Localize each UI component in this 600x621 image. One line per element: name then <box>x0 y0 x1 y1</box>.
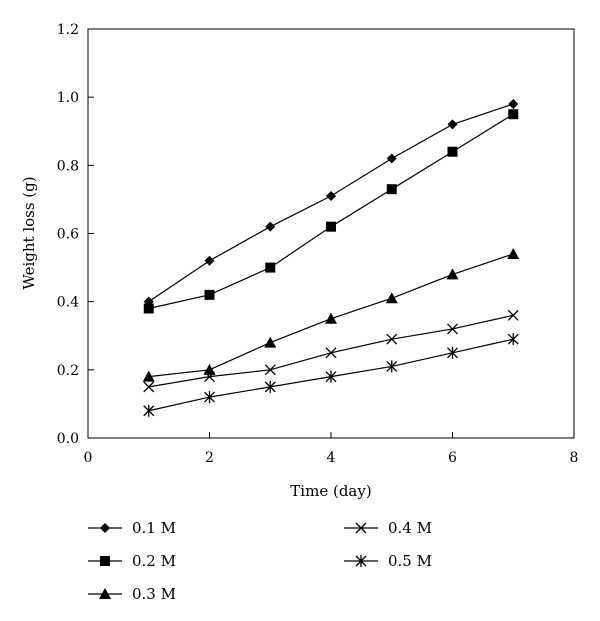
y-tick-label: 0.2 <box>57 363 79 379</box>
data-point <box>447 323 458 335</box>
series-0-1-M <box>143 98 519 307</box>
data-point <box>204 255 215 266</box>
data-point <box>447 146 458 157</box>
data-point <box>446 268 459 280</box>
data-point <box>143 303 154 314</box>
data-point <box>325 312 337 324</box>
data-point <box>507 333 519 346</box>
legend-item: 0.2 M <box>88 552 176 570</box>
legend-label: 0.4 M <box>388 519 432 537</box>
data-point <box>143 404 155 417</box>
data-point <box>326 221 336 232</box>
legend-marker <box>355 555 367 567</box>
x-tick-label: 0 <box>84 450 93 466</box>
series-0-2-M <box>143 109 519 314</box>
data-point <box>143 381 155 393</box>
data-point <box>204 391 215 404</box>
data-point <box>386 153 397 164</box>
y-tick-label: 1.0 <box>57 90 79 106</box>
x-axis-label: Time (day) <box>290 482 371 500</box>
legend-label: 0.2 M <box>132 552 176 570</box>
data-point <box>204 289 215 300</box>
legend-item: 0.5 M <box>344 552 432 570</box>
x-tick-label: 6 <box>448 450 457 466</box>
x-tick-label: 4 <box>327 450 336 466</box>
legend-item: 0.4 M <box>344 519 432 537</box>
data-point <box>326 191 336 202</box>
data-point <box>265 262 276 273</box>
y-tick-label: 0.0 <box>57 431 79 447</box>
legend-item: 0.3 M <box>88 585 176 603</box>
y-tick-label: 0.8 <box>57 158 79 174</box>
x-tick-label: 2 <box>205 450 214 466</box>
series-0-5-M <box>143 333 519 417</box>
series-0-3-M <box>142 247 520 382</box>
legend-label: 0.1 M <box>132 519 176 537</box>
data-point <box>203 363 216 375</box>
series-line <box>148 113 514 310</box>
series-0-4-M <box>143 309 519 393</box>
data-point <box>204 371 215 383</box>
legend-marker <box>100 556 110 566</box>
data-point <box>325 370 337 383</box>
data-point <box>385 292 398 304</box>
legend-label: 0.5 M <box>388 552 432 570</box>
legend-marker <box>100 523 110 533</box>
data-point <box>325 347 337 359</box>
data-point <box>507 309 519 321</box>
legend-item: 0.1 M <box>88 519 176 537</box>
data-point <box>142 370 155 382</box>
y-tick-label: 0.6 <box>57 227 79 243</box>
data-point <box>507 247 520 259</box>
data-point <box>265 221 276 232</box>
data-point <box>386 360 398 373</box>
legend-label: 0.3 M <box>132 585 176 603</box>
data-point <box>264 380 276 393</box>
legend-marker <box>355 522 367 534</box>
data-point <box>264 364 276 376</box>
legend-marker <box>99 588 111 599</box>
y-tick-label: 0.4 <box>57 295 79 311</box>
x-tick-label: 8 <box>570 450 579 466</box>
data-point <box>508 109 519 120</box>
data-point <box>386 333 398 345</box>
plot-area: 0.0 0.2 0.4 0.6 0.8 1.0 1.2 0 2 4 6 8 <box>57 22 579 466</box>
y-axis-label: Weight loss (g) <box>20 176 38 289</box>
data-point <box>264 336 277 348</box>
data-point <box>447 346 458 359</box>
y-tick-label: 1.2 <box>57 22 79 38</box>
data-point <box>386 184 397 195</box>
data-point <box>447 119 458 130</box>
legend: 0.1 M 0.2 M 0.3 M 0.4 M 0.5 M <box>88 519 432 603</box>
data-point <box>508 98 519 109</box>
